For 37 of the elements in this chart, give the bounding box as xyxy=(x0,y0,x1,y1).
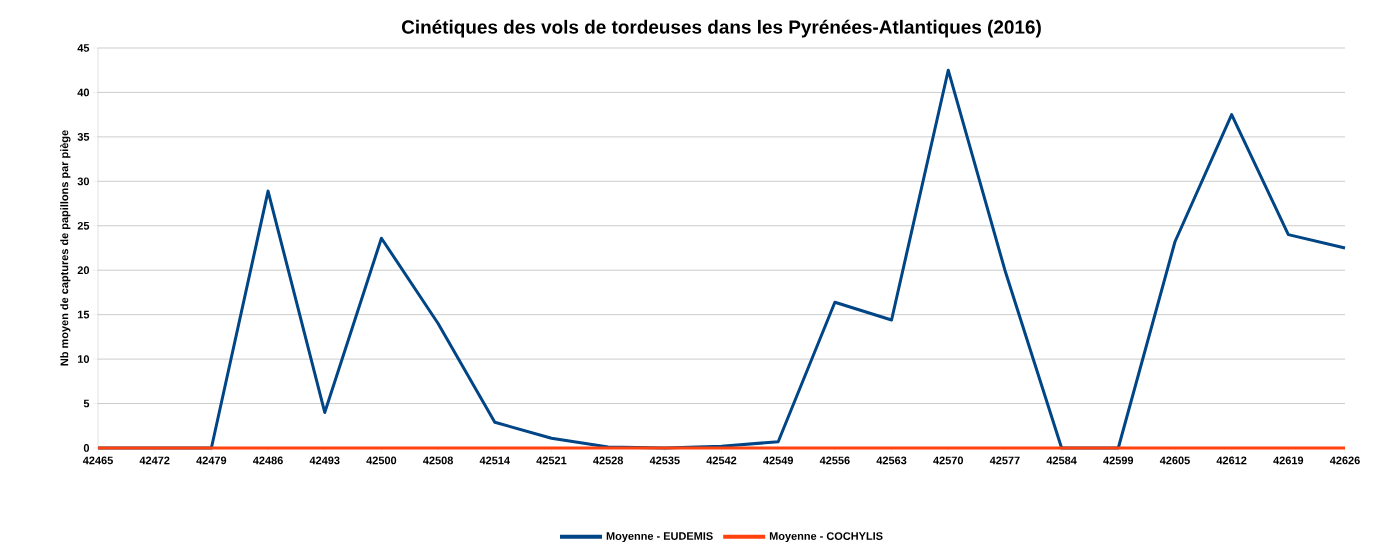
x-tick-label: 42514 xyxy=(479,456,510,465)
x-tick-label: 42577 xyxy=(989,456,1020,465)
x-tick-label: 42508 xyxy=(423,456,453,465)
x-tick-label: 42542 xyxy=(706,456,737,465)
y-tick-label: 10 xyxy=(77,355,90,363)
x-tick-label: 42479 xyxy=(196,456,227,465)
x-tick-label: 42535 xyxy=(649,456,680,465)
x-tick-label: 42570 xyxy=(933,456,964,465)
y-tick-label: 0 xyxy=(83,444,90,452)
legend-label: Moyenne - EUDEMIS xyxy=(606,532,713,543)
y-tick-label: 45 xyxy=(77,44,90,52)
y-tick-label: 40 xyxy=(77,88,90,97)
x-tick-label: 42584 xyxy=(1046,456,1077,465)
legend-label: Moyenne - COCHYLIS xyxy=(769,532,883,543)
x-tick-label: 42465 xyxy=(82,456,113,465)
x-tick-label: 42472 xyxy=(139,456,170,465)
x-tick-label: 42493 xyxy=(309,456,340,465)
x-tick-label: 42549 xyxy=(763,456,794,465)
x-tick-label: 42605 xyxy=(1159,456,1190,465)
x-tick-label: 42612 xyxy=(1216,456,1247,465)
y-tick-label: 20 xyxy=(77,266,90,275)
x-tick-label: 42556 xyxy=(819,456,850,465)
x-tick-label: 42521 xyxy=(536,456,567,465)
y-tick-label: 25 xyxy=(77,221,90,230)
x-tick-label: 42626 xyxy=(1329,456,1360,465)
y-tick-label: 30 xyxy=(77,177,90,186)
x-tick-label: 42486 xyxy=(253,456,283,465)
y-tick-label: 15 xyxy=(77,310,90,319)
y-tick-label: 5 xyxy=(83,399,90,408)
x-tick-label: 42599 xyxy=(1103,456,1134,465)
x-tick-label: 42500 xyxy=(366,456,397,465)
x-tick-label: 42563 xyxy=(876,456,907,465)
chart-title: Cinétiques des vols de tordeuses dans les Pyrénées-Atlantiques (2016) xyxy=(401,19,1041,38)
x-tick-label: 42528 xyxy=(593,456,624,465)
y-axis-title: Nb moyen de captures de papillons par piège xyxy=(60,130,71,366)
x-tick-label: 42619 xyxy=(1273,456,1304,465)
y-tick-label: 35 xyxy=(77,133,90,141)
